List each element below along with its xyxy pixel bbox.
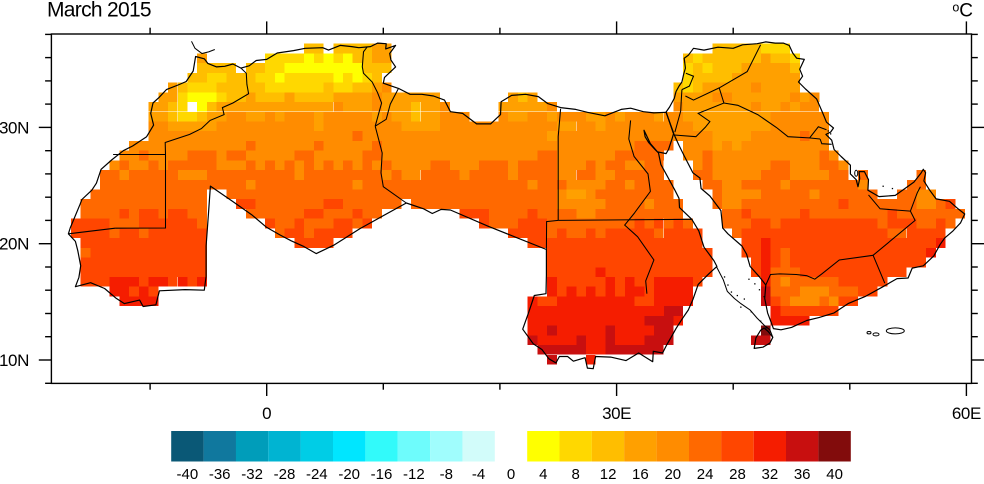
svg-text:20: 20 <box>664 466 681 483</box>
svg-text:March 2015: March 2015 <box>47 0 151 22</box>
svg-text:0: 0 <box>507 466 515 483</box>
svg-text:60E: 60E <box>952 404 981 423</box>
svg-text:-8: -8 <box>440 466 453 483</box>
svg-text:28: 28 <box>729 466 746 483</box>
svg-text:16: 16 <box>632 466 649 483</box>
svg-text:30N: 30N <box>0 118 29 137</box>
svg-text:40: 40 <box>826 466 843 483</box>
svg-text:-24: -24 <box>306 466 328 483</box>
svg-text:-36: -36 <box>209 466 231 483</box>
svg-text:-40: -40 <box>177 466 199 483</box>
svg-text:12: 12 <box>600 466 617 483</box>
svg-text:-28: -28 <box>274 466 296 483</box>
svg-text:-4: -4 <box>472 466 485 483</box>
svg-text:32: 32 <box>762 466 779 483</box>
svg-text:-12: -12 <box>403 466 425 483</box>
svg-text:-32: -32 <box>241 466 263 483</box>
svg-text:-16: -16 <box>371 466 393 483</box>
svg-text:24: 24 <box>697 466 714 483</box>
svg-text:30E: 30E <box>602 404 631 423</box>
svg-text:8: 8 <box>572 466 580 483</box>
svg-text:36: 36 <box>794 466 811 483</box>
svg-text:0: 0 <box>262 404 271 423</box>
svg-text:20N: 20N <box>0 235 29 254</box>
svg-text:4: 4 <box>539 466 547 483</box>
svg-text:oC: oC <box>952 0 973 21</box>
svg-text:10N: 10N <box>0 351 29 370</box>
svg-text:-20: -20 <box>338 466 360 483</box>
